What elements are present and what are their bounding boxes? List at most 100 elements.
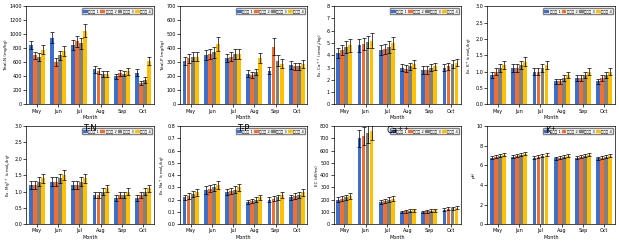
X-axis label: Month: Month — [389, 115, 405, 120]
Bar — [446, 209, 451, 224]
Bar — [498, 155, 502, 224]
Bar — [54, 182, 58, 224]
Bar — [187, 58, 191, 104]
Bar — [446, 66, 451, 104]
Bar — [143, 192, 147, 224]
Bar — [126, 192, 130, 224]
Bar — [379, 202, 383, 224]
Bar — [204, 55, 207, 104]
Bar — [93, 69, 97, 104]
Bar — [301, 192, 305, 224]
Bar — [58, 55, 62, 104]
Bar — [554, 159, 558, 224]
Bar — [604, 156, 608, 224]
Bar — [379, 50, 383, 104]
Bar — [97, 195, 100, 224]
Bar — [272, 47, 275, 104]
Legend: 처리구 1, 처리구 2, 처리구 3, 처리구 4: 처리구 1, 처리구 2, 처리구 3, 처리구 4 — [82, 8, 152, 14]
Bar — [254, 200, 258, 224]
Bar — [404, 69, 408, 104]
Bar — [451, 208, 454, 224]
Legend: 처리구 1, 처리구 2, 처리구 3, 처리구 4: 처리구 1, 처리구 2, 처리구 3, 처리구 4 — [236, 128, 305, 134]
Bar — [114, 198, 118, 224]
Bar — [558, 81, 561, 104]
Bar — [361, 136, 365, 224]
Bar — [540, 155, 544, 224]
Text: T-N: T-N — [83, 124, 97, 133]
Bar — [212, 52, 216, 104]
Bar — [511, 156, 515, 224]
Bar — [430, 68, 433, 104]
Bar — [97, 71, 100, 104]
Bar — [122, 73, 126, 104]
Bar — [443, 210, 446, 224]
Bar — [408, 66, 412, 104]
Bar — [422, 212, 425, 224]
Bar — [29, 45, 33, 104]
Bar — [233, 190, 237, 224]
Bar — [101, 74, 105, 104]
Bar — [50, 38, 54, 104]
Bar — [191, 193, 194, 224]
Bar — [275, 197, 280, 224]
Bar — [63, 175, 66, 224]
Bar — [566, 155, 569, 224]
Bar — [147, 61, 151, 104]
Bar — [532, 72, 536, 104]
Bar — [225, 192, 229, 224]
Bar — [408, 211, 412, 224]
Bar — [404, 211, 408, 224]
Bar — [579, 78, 583, 104]
Bar — [596, 81, 600, 104]
Bar — [187, 196, 191, 224]
Bar — [540, 68, 544, 104]
Bar — [229, 57, 233, 104]
Bar — [195, 192, 199, 224]
Bar — [370, 131, 373, 224]
Y-axis label: Total-P (mg/kg): Total-P (mg/kg) — [161, 40, 165, 71]
Text: K$^{+}$: K$^{+}$ — [545, 124, 557, 136]
Bar — [191, 57, 194, 104]
Bar — [558, 158, 561, 224]
Bar — [366, 42, 370, 104]
Bar — [545, 154, 548, 224]
Bar — [587, 72, 591, 104]
Bar — [358, 45, 361, 104]
Y-axis label: Ex. K$^{+}$ (cmol$_c$/kg): Ex. K$^{+}$ (cmol$_c$/kg) — [465, 37, 474, 74]
Bar — [254, 72, 258, 104]
Bar — [237, 187, 241, 224]
Bar — [537, 72, 540, 104]
Bar — [71, 45, 76, 104]
Bar — [216, 44, 220, 104]
Bar — [79, 182, 84, 224]
Bar — [600, 158, 604, 224]
Legend: 처리구 1, 처리구 2, 처리구 3, 처리구 4: 처리구 1, 처리구 2, 처리구 3, 처리구 4 — [389, 128, 459, 134]
X-axis label: Month: Month — [82, 115, 98, 120]
Bar — [135, 73, 139, 104]
Bar — [587, 154, 591, 224]
Bar — [118, 195, 122, 224]
Bar — [600, 78, 604, 104]
Bar — [562, 156, 566, 224]
Bar — [208, 189, 212, 224]
X-axis label: Month: Month — [236, 235, 251, 240]
Bar — [139, 195, 143, 224]
Bar — [233, 54, 237, 104]
Bar — [490, 158, 494, 224]
Bar — [37, 57, 41, 104]
Bar — [33, 55, 37, 104]
Bar — [280, 195, 284, 224]
Legend: 처리구 1, 처리구 2, 처리구 3, 처리구 4: 처리구 1, 처리구 2, 처리구 3, 처리구 4 — [543, 8, 613, 14]
Bar — [139, 83, 143, 104]
Bar — [454, 63, 459, 104]
Bar — [532, 158, 536, 224]
Bar — [50, 182, 54, 224]
Bar — [272, 199, 275, 224]
Bar — [216, 185, 220, 224]
Bar — [608, 155, 612, 224]
X-axis label: Month: Month — [82, 235, 98, 240]
Legend: 처리구 1, 처리구 2, 처리구 3, 처리구 4: 처리구 1, 처리구 2, 처리구 3, 처리구 4 — [543, 128, 613, 134]
Bar — [118, 73, 122, 104]
Bar — [344, 47, 348, 104]
Bar — [579, 156, 583, 224]
